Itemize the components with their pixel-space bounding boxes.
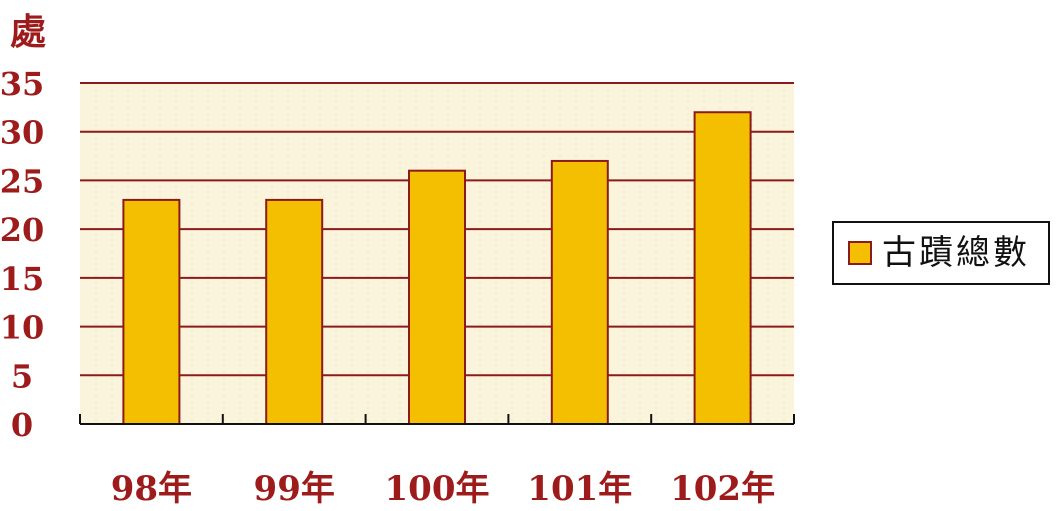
bar [693, 111, 752, 425]
y-tick-label: 0 [11, 406, 33, 444]
x-tick-label: 100年 [385, 469, 490, 509]
legend-label: 古蹟總數 [882, 233, 1030, 273]
bar [265, 198, 324, 425]
y-tick-label: 20 [0, 211, 44, 249]
y-axis-unit-label: 處 [10, 11, 47, 53]
bar [550, 159, 609, 425]
x-tick-label: 102年 [670, 469, 775, 509]
x-tick-label: 101年 [527, 469, 632, 509]
y-tick-label: 10 [0, 309, 44, 347]
y-tick-label: 25 [0, 162, 44, 200]
y-tick-label: 35 [0, 65, 44, 103]
x-tick-label: 98年 [111, 469, 192, 509]
y-tick-label: 30 [0, 114, 44, 152]
bar [122, 198, 181, 425]
y-tick-label: 15 [0, 260, 44, 298]
legend: 古蹟總數 [832, 221, 1050, 285]
x-tick-label: 99年 [254, 469, 335, 509]
legend-swatch [848, 241, 872, 265]
y-tick-label: 5 [11, 357, 33, 395]
bar [408, 169, 466, 425]
